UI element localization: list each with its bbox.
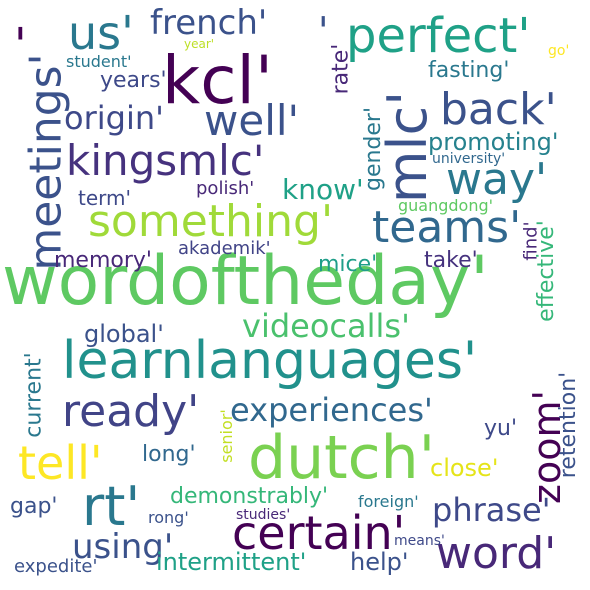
word-ready: ready' (62, 386, 200, 437)
word-kingsmlc: kingsmlc' (66, 136, 265, 185)
word-wordoftheday: wordoftheday' (2, 242, 489, 321)
word-meetings: meetings' (20, 53, 72, 271)
word-learnlanguages: learnlanguages' (62, 331, 478, 391)
word-polish: polish' (196, 178, 255, 199)
word-retention: retention' (556, 371, 582, 479)
word-french: french' (150, 3, 268, 43)
word-phrase: phrase' (432, 491, 551, 529)
word-teams: teams' (372, 202, 522, 253)
word-kcl: kcl' (162, 42, 273, 119)
word-apostrophe-top-left: ' (14, 18, 27, 72)
word-us: us' (68, 6, 134, 60)
word-apostrophe-right: ' (318, 9, 329, 53)
word-back: back' (440, 84, 557, 135)
word-term: term' (78, 186, 131, 210)
word-studies: studies' (236, 507, 291, 523)
word-foreign: foreign' (358, 492, 419, 511)
word-well: well' (204, 96, 300, 145)
word-senior: senior' (216, 409, 236, 463)
word-promoting: promoting' (428, 128, 559, 156)
word-help: help' (350, 548, 409, 576)
word-fasting: fasting' (428, 58, 510, 83)
word-perfect: perfect' (346, 8, 531, 64)
word-way: way' (446, 154, 548, 205)
word-expedite: expedite' (14, 556, 98, 577)
word-akademik: akademik' (178, 238, 271, 259)
word-certain: certain' (232, 506, 406, 560)
word-something: something' (88, 196, 334, 247)
word-rong: rong' (148, 508, 189, 527)
word-gap: gap' (10, 494, 58, 519)
word-guangdong: guangdong' (398, 196, 494, 215)
word-memory: memory' (54, 248, 152, 273)
word-yu: yu' (484, 416, 518, 441)
word-means: means' (394, 533, 445, 549)
word-word: word' (436, 528, 557, 579)
word-tell: tell' (18, 436, 103, 490)
word-year: year' (184, 37, 215, 51)
word-intermittent: intermittent' (156, 548, 307, 576)
word-rate: rate' (328, 43, 354, 95)
word-long: long' (142, 442, 196, 467)
word-university: university' (432, 151, 506, 167)
word-effective: effective' (533, 220, 559, 322)
word-experiences: experiences' (230, 391, 433, 429)
word-take: take' (424, 248, 478, 273)
word-global: global' (84, 320, 164, 348)
word-rt: rt' (82, 475, 141, 538)
word-gender: gender' (361, 106, 387, 192)
word-videocalls: videocalls' (242, 307, 410, 345)
word-dutch: dutch' (248, 423, 436, 493)
word-go: go' (548, 43, 570, 59)
word-know: know' (282, 173, 364, 206)
word-student: student' (66, 52, 132, 71)
word-years: years' (100, 68, 167, 93)
word-using: using' (72, 527, 174, 567)
word-mice: mice' (318, 252, 378, 277)
word-close: close' (430, 454, 499, 482)
word-mlc: mlc' (376, 90, 440, 204)
word-origin: origin' (64, 99, 164, 137)
word-demonstrably: demonstrably' (170, 484, 329, 509)
word-current: current' (21, 352, 47, 438)
